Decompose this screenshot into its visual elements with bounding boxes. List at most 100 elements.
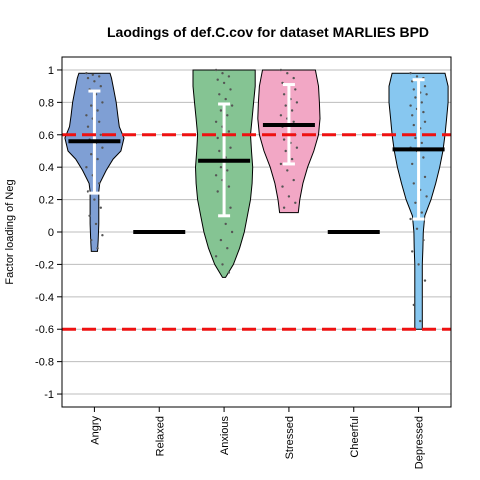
y-tick-label: 1	[48, 65, 54, 77]
data-point	[282, 93, 286, 96]
data-point	[96, 247, 99, 250]
data-point	[230, 230, 234, 234]
data-point	[93, 80, 96, 83]
x-tick-label: Stressed	[284, 416, 296, 459]
data-point	[409, 104, 412, 107]
data-point	[422, 156, 425, 159]
data-point	[286, 169, 289, 172]
data-point	[417, 263, 420, 266]
data-point	[98, 182, 101, 185]
x-axis: Angry Relaxed Anxious Stressed Cheerful Depre…	[89, 407, 426, 469]
data-point	[422, 110, 425, 114]
plot-frame	[61, 56, 452, 408]
y-tick-label: 0.8	[39, 97, 54, 109]
data-point	[214, 174, 218, 177]
y-tick-label: 0	[48, 227, 54, 239]
data-point	[99, 133, 103, 136]
data-point	[99, 85, 103, 88]
data-point	[423, 279, 427, 282]
data-point	[101, 101, 104, 104]
data-point	[216, 78, 219, 81]
data-point	[229, 206, 232, 209]
data-point	[294, 88, 297, 91]
data-point	[295, 146, 299, 149]
data-point	[412, 182, 415, 185]
data-point	[94, 222, 98, 226]
data-point	[284, 149, 287, 153]
data-point	[96, 157, 99, 161]
data-point	[214, 68, 218, 72]
data-point	[412, 123, 415, 127]
violin-depressed	[388, 72, 449, 330]
data-point	[98, 120, 101, 124]
data-point	[282, 138, 286, 141]
data-point	[221, 72, 224, 75]
data-point	[282, 206, 286, 209]
data-point	[85, 166, 88, 169]
data-point	[284, 104, 287, 107]
data-point	[98, 75, 101, 78]
data-point	[290, 109, 294, 112]
data-point	[425, 195, 428, 198]
data-point	[216, 190, 219, 193]
data-point	[221, 263, 224, 266]
data-point	[414, 136, 417, 140]
data-point	[279, 68, 283, 72]
data-point	[290, 157, 294, 161]
data-point	[279, 114, 283, 117]
y-axis: -1 -0.8 -0.6 -0.4 -0.2 0 0.2 0.4 0.6 0.8 1	[35, 65, 62, 401]
data-point	[411, 162, 414, 166]
y-tick-label: -0.6	[35, 324, 54, 336]
data-point	[411, 114, 414, 117]
data-point	[93, 198, 96, 201]
x-tick-label: Angry	[89, 416, 101, 445]
data-point	[101, 146, 104, 149]
data-point	[420, 101, 423, 104]
data-point	[85, 72, 88, 75]
data-point	[419, 319, 422, 323]
data-point	[90, 104, 93, 107]
data-point	[420, 211, 423, 214]
data-point	[414, 201, 417, 204]
y-tick-label: 0.2	[39, 195, 54, 207]
data-point	[222, 81, 226, 85]
data-point	[226, 169, 229, 172]
violin-anxious	[192, 68, 256, 278]
data-point	[415, 227, 419, 230]
y-tick-label: -0.2	[35, 259, 54, 271]
data-point	[409, 217, 412, 221]
data-point	[226, 114, 229, 117]
y-axis-label: Factor loading of Neg	[4, 179, 16, 284]
data-point	[90, 238, 93, 242]
data-point	[423, 85, 427, 88]
data-point	[295, 101, 299, 104]
data-point	[96, 109, 99, 112]
data-point	[219, 109, 223, 112]
y-tick-label: -0.4	[35, 292, 54, 304]
data-point	[286, 72, 289, 75]
data-point	[412, 88, 415, 91]
data-point	[227, 75, 231, 78]
data-point	[218, 93, 221, 96]
data-point	[414, 96, 417, 99]
data-point	[88, 214, 91, 217]
data-point	[214, 255, 218, 258]
data-point	[422, 238, 425, 242]
data-point	[294, 201, 297, 204]
data-point	[425, 93, 428, 96]
data-point	[420, 141, 423, 145]
data-point	[287, 195, 291, 198]
data-point	[230, 104, 234, 107]
data-point	[219, 238, 223, 242]
violin-angry	[64, 72, 125, 252]
data-point	[227, 130, 231, 133]
y-tick-label: -0.8	[35, 357, 54, 369]
y-tick-label: -1	[44, 389, 54, 401]
data-point	[85, 114, 88, 117]
data-point	[101, 234, 104, 237]
data-point	[219, 166, 223, 169]
x-tick-label: Relaxed	[154, 416, 166, 456]
x-tick-label: Anxious	[219, 416, 231, 456]
data-point	[423, 120, 427, 124]
